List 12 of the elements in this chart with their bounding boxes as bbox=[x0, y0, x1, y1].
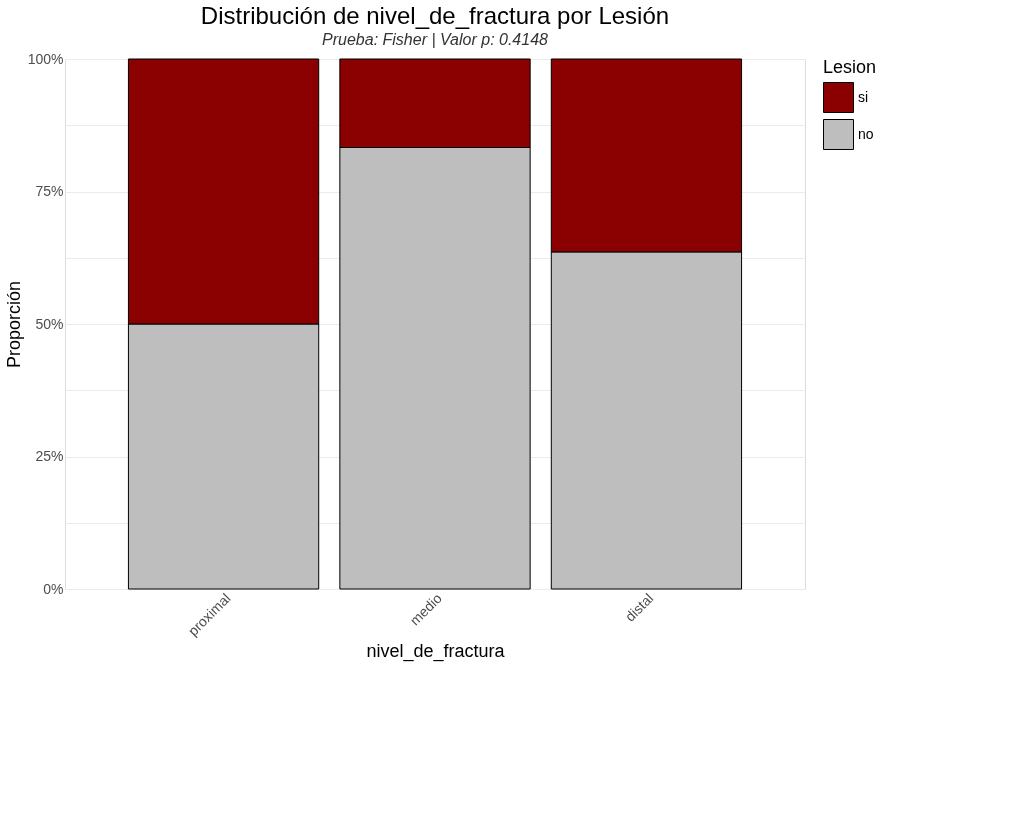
y-tick-label: 50% bbox=[35, 315, 64, 332]
legend-title: Lesion bbox=[823, 57, 877, 77]
x-axis-title: nivel_de_fractura bbox=[366, 640, 506, 662]
y-tick-label: 25% bbox=[35, 448, 64, 464]
y-tick-label: 100% bbox=[27, 50, 64, 67]
y-tick-label: 0% bbox=[43, 580, 64, 597]
y-tick-label: 75% bbox=[35, 183, 64, 199]
legend-label: no bbox=[858, 125, 874, 142]
y-axis-title: Proporción bbox=[3, 280, 24, 369]
chart-subtitle: Prueba: Fisher | Valor p: 0.4148 bbox=[322, 31, 549, 48]
chart-title: Distribución de nivel_de_fractura por Lesión bbox=[200, 2, 670, 29]
legend-label: si bbox=[858, 88, 869, 105]
